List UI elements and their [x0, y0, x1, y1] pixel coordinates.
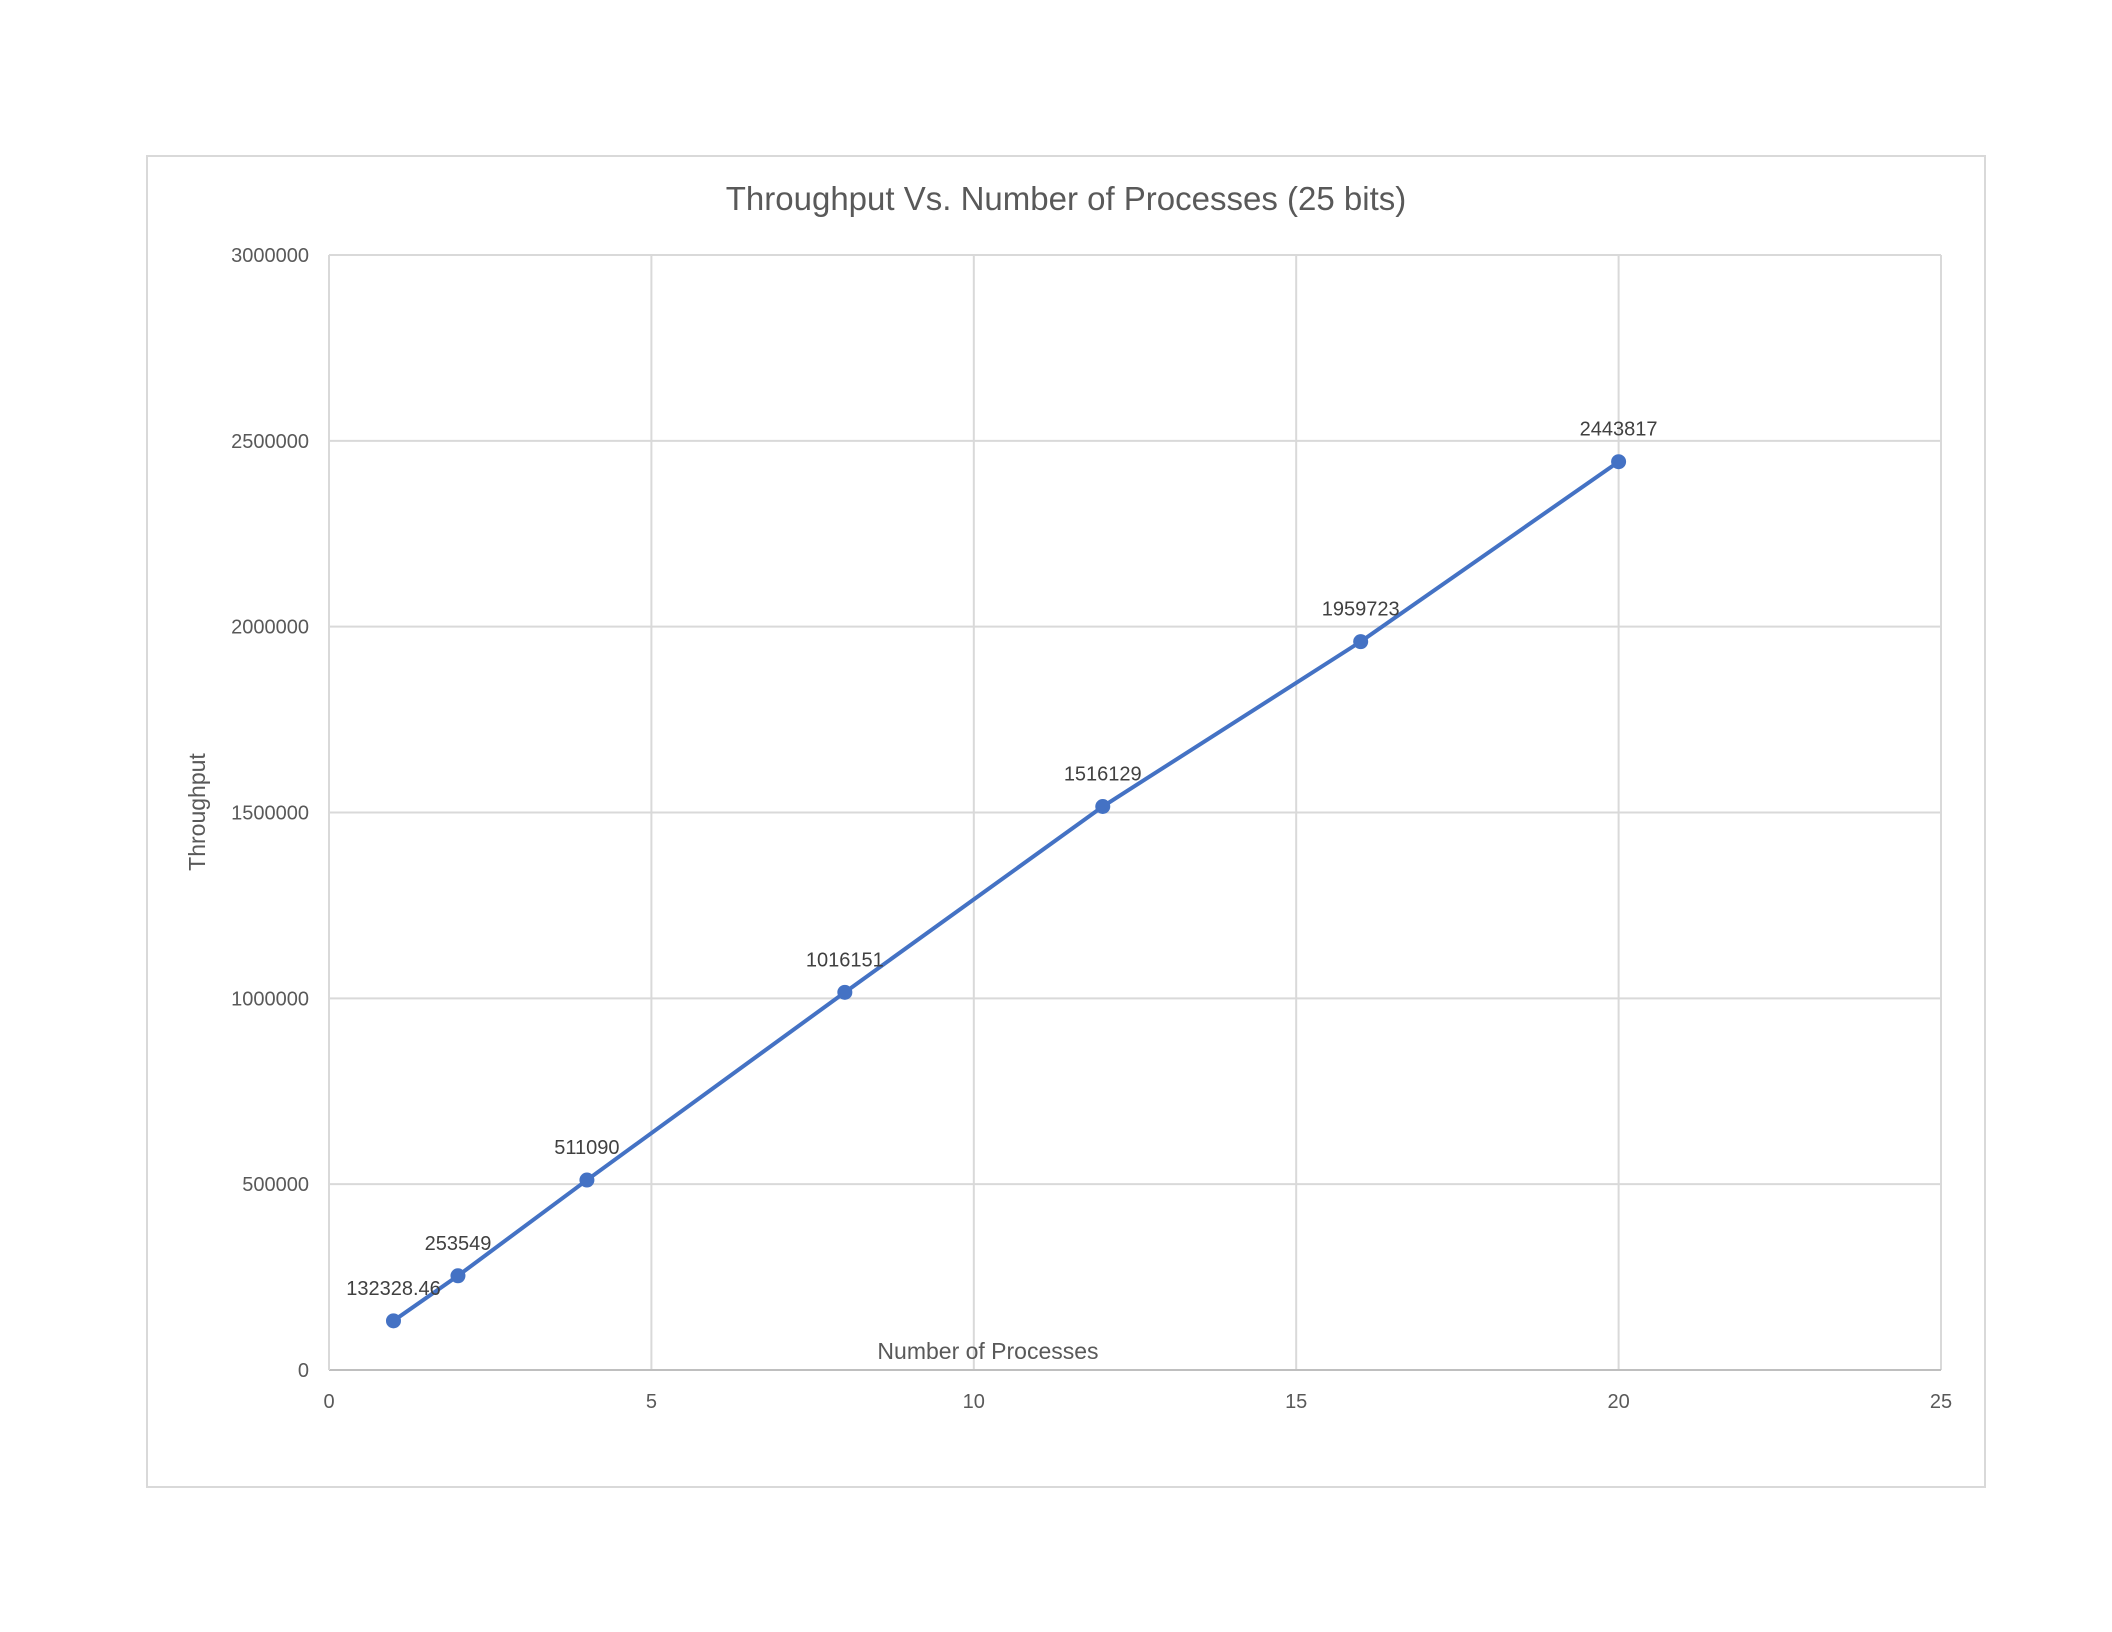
gridlines: [329, 254, 1942, 1370]
chart-title: Throughput Vs. Number of Processes (25 b…: [726, 180, 1406, 217]
y-tick-label: 3000000: [231, 245, 309, 267]
tick-labels: 0 500000 1000000 1500000 2000000 2500000 30000…: [231, 245, 1952, 1413]
y-tick-label: 2000000: [231, 617, 309, 639]
data-label: 1016151: [806, 949, 884, 971]
data-label: 1516129: [1064, 764, 1142, 786]
y-axis-title: Throughput: [184, 753, 210, 871]
x-tick-label: 5: [646, 1391, 657, 1413]
data-label: 1959723: [1322, 599, 1400, 621]
data-point: [385, 1313, 401, 1329]
data-point: [450, 1268, 466, 1284]
data-label: 511090: [554, 1137, 619, 1159]
series-line: [392, 460, 1620, 1323]
data-point: [1353, 634, 1369, 650]
y-tick-label: 0: [298, 1360, 309, 1382]
x-tick-label: 0: [323, 1391, 334, 1413]
data-labels: 132328.46 253549 511090 1016151 1516129 19597…: [346, 419, 1657, 1300]
y-tick-label: 1500000: [231, 803, 309, 825]
data-point: [837, 984, 853, 1000]
data-points: [385, 454, 1627, 1329]
x-axis-title: Number of Processes: [877, 1338, 1098, 1364]
data-label: 2443817: [1580, 419, 1658, 441]
data-point: [579, 1172, 595, 1188]
data-label: 132328.46: [346, 1278, 441, 1300]
chart-frame: [146, 155, 1986, 1488]
axes: [328, 255, 1941, 1371]
data-point: [1095, 799, 1111, 815]
x-tick-label: 10: [963, 1391, 985, 1413]
x-tick-label: 20: [1607, 1391, 1629, 1413]
x-tick-label: 25: [1930, 1391, 1952, 1413]
y-tick-label: 2500000: [231, 431, 309, 453]
x-tick-label: 15: [1285, 1391, 1307, 1413]
data-label: 253549: [425, 1233, 492, 1255]
data-point: [1611, 454, 1627, 470]
y-tick-label: 1000000: [231, 988, 309, 1010]
y-tick-label: 500000: [242, 1174, 309, 1196]
